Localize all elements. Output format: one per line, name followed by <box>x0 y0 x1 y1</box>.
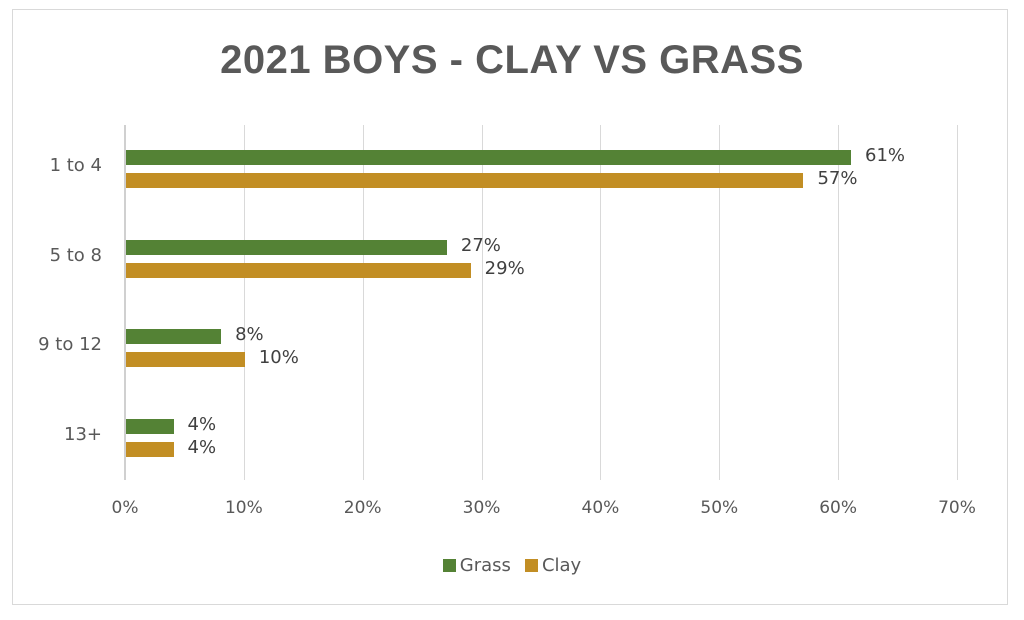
bar-grass <box>126 329 222 344</box>
x-tick-label: 60% <box>819 498 858 518</box>
gridline <box>362 125 364 480</box>
x-tick-label: 40% <box>581 498 620 518</box>
legend-label-clay: Clay <box>541 555 582 576</box>
data-label: 4% <box>187 413 217 435</box>
bar-clay <box>126 262 471 278</box>
bar-grass <box>126 239 447 255</box>
x-tick-label: 30% <box>462 498 501 518</box>
chart-title: 2021 BOYS - CLAY VS GRASS <box>220 38 804 82</box>
x-tick-label: 10% <box>224 498 263 518</box>
legend: Grass Clay <box>0 555 1024 576</box>
gridline <box>243 125 245 480</box>
data-label: 4% <box>187 436 217 458</box>
bar-grass <box>126 418 174 434</box>
clay-swatch-icon <box>524 559 538 572</box>
data-label: 27% <box>460 234 501 256</box>
data-label: 29% <box>484 257 525 279</box>
y-category-label: 5 to 8 <box>49 244 102 266</box>
y-category-label: 1 to 4 <box>49 155 102 176</box>
gridline <box>719 125 721 480</box>
data-label: 8% <box>235 324 264 345</box>
legend-label-grass: Grass <box>459 555 511 576</box>
x-tick-label: 20% <box>343 498 382 518</box>
grass-swatch-icon <box>442 559 456 572</box>
gridline <box>600 125 602 480</box>
data-label: 10% <box>258 347 299 368</box>
x-tick-label: 70% <box>938 498 976 518</box>
x-tick-label: 50% <box>700 498 739 518</box>
chart-frame <box>12 9 1008 605</box>
y-category-label: 13+ <box>64 423 102 445</box>
bar-clay <box>126 352 245 367</box>
gridline <box>957 125 958 480</box>
legend-item-clay: Clay <box>524 555 582 576</box>
y-category-label: 9 to 12 <box>38 334 102 355</box>
data-label: 61% <box>865 145 906 166</box>
gridline <box>838 125 840 480</box>
bar-clay <box>126 441 174 457</box>
bar-grass <box>126 150 852 165</box>
gridline <box>124 125 126 480</box>
x-tick-label: 0% <box>111 498 139 518</box>
data-label: 57% <box>817 168 858 189</box>
gridline <box>481 125 483 480</box>
bar-clay <box>126 173 804 188</box>
legend-item-grass: Grass <box>442 555 511 576</box>
